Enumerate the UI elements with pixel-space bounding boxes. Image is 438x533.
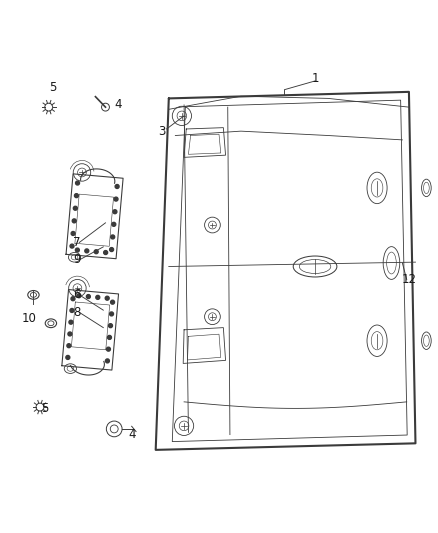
Circle shape bbox=[106, 359, 110, 363]
Text: 7: 7 bbox=[73, 236, 81, 249]
Ellipse shape bbox=[422, 179, 431, 197]
Text: 4: 4 bbox=[115, 99, 122, 111]
Text: 4: 4 bbox=[128, 428, 135, 441]
Circle shape bbox=[114, 197, 118, 201]
Circle shape bbox=[106, 347, 110, 351]
Text: 5: 5 bbox=[49, 81, 57, 94]
Circle shape bbox=[67, 344, 71, 348]
Text: 1: 1 bbox=[311, 72, 319, 85]
Circle shape bbox=[107, 335, 111, 340]
Text: 10: 10 bbox=[21, 312, 36, 325]
Text: 9: 9 bbox=[73, 254, 81, 266]
Circle shape bbox=[112, 222, 116, 227]
Circle shape bbox=[75, 248, 79, 252]
Circle shape bbox=[69, 320, 73, 324]
Circle shape bbox=[110, 248, 113, 252]
Circle shape bbox=[113, 210, 117, 214]
Circle shape bbox=[76, 181, 80, 185]
Circle shape bbox=[74, 193, 78, 198]
Text: 8: 8 bbox=[74, 306, 81, 319]
Text: 3: 3 bbox=[159, 125, 166, 138]
Circle shape bbox=[70, 244, 74, 248]
Circle shape bbox=[66, 356, 70, 359]
Circle shape bbox=[110, 312, 113, 316]
Text: 6: 6 bbox=[73, 288, 81, 301]
Circle shape bbox=[77, 294, 81, 298]
Text: 5: 5 bbox=[41, 402, 48, 415]
Circle shape bbox=[72, 219, 76, 223]
Circle shape bbox=[73, 206, 77, 210]
Circle shape bbox=[110, 300, 114, 304]
Ellipse shape bbox=[424, 182, 429, 193]
Circle shape bbox=[104, 251, 108, 254]
Circle shape bbox=[85, 249, 89, 253]
Circle shape bbox=[86, 295, 90, 298]
Ellipse shape bbox=[422, 332, 431, 350]
Ellipse shape bbox=[424, 335, 429, 346]
Circle shape bbox=[71, 297, 75, 301]
Circle shape bbox=[111, 235, 115, 239]
Circle shape bbox=[96, 295, 100, 300]
Circle shape bbox=[68, 332, 72, 336]
Circle shape bbox=[105, 296, 109, 300]
Circle shape bbox=[70, 309, 74, 312]
Circle shape bbox=[109, 324, 113, 328]
Circle shape bbox=[115, 184, 119, 189]
Text: 12: 12 bbox=[401, 273, 417, 286]
Circle shape bbox=[71, 231, 75, 236]
Circle shape bbox=[94, 250, 98, 254]
